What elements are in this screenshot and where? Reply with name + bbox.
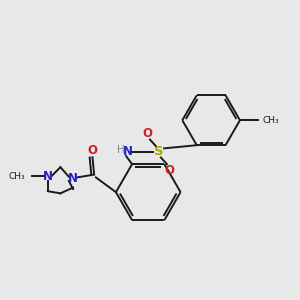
- Text: O: O: [165, 164, 175, 177]
- Text: O: O: [142, 127, 152, 140]
- Text: N: N: [43, 170, 53, 183]
- Text: N: N: [68, 172, 78, 184]
- Text: N: N: [122, 146, 133, 158]
- Text: CH₃: CH₃: [263, 116, 279, 125]
- Text: O: O: [87, 143, 98, 157]
- Text: H: H: [117, 146, 125, 155]
- Text: S: S: [154, 146, 163, 158]
- Text: CH₃: CH₃: [8, 172, 25, 181]
